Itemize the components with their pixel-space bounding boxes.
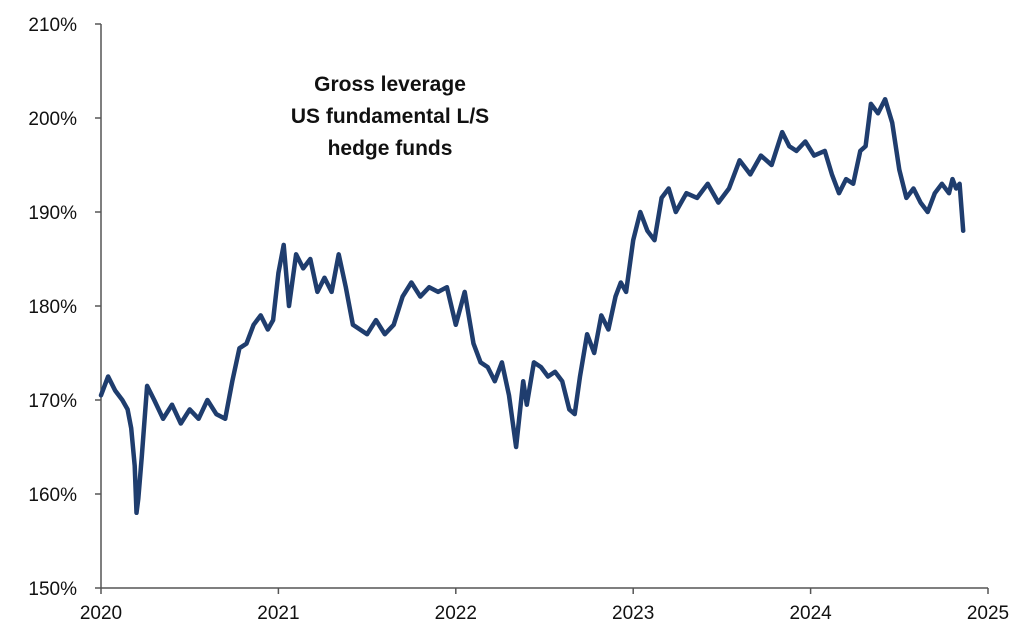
y-tick-label: 160% [28, 485, 77, 506]
y-axis-ticks: 150% 160% 170% 180% 190% 200% 210% [28, 15, 101, 600]
y-tick-label: 180% [28, 297, 77, 318]
chart-title-line-1: Gross leverage [314, 73, 466, 96]
x-tick-label: 2024 [789, 603, 832, 624]
y-tick-label: 150% [28, 579, 77, 600]
y-tick-label: 170% [28, 391, 77, 412]
x-tick-label: 2025 [967, 603, 1009, 624]
x-tick-label: 2023 [612, 603, 654, 624]
chart-title-line-2: US fundamental L/S [291, 105, 489, 128]
axes [100, 24, 988, 589]
x-tick-label: 2021 [257, 603, 299, 624]
leverage-series-line [98, 96, 966, 516]
x-tick-label: 2022 [435, 603, 477, 624]
chart-title-line-3: hedge funds [328, 137, 453, 160]
x-tick-label: 2020 [80, 603, 122, 624]
y-tick-label: 210% [28, 15, 77, 36]
x-axis-ticks: 2020 2021 2022 2023 2024 2025 [80, 588, 1009, 624]
y-tick-label: 200% [28, 109, 77, 130]
y-tick-label: 190% [28, 203, 77, 224]
